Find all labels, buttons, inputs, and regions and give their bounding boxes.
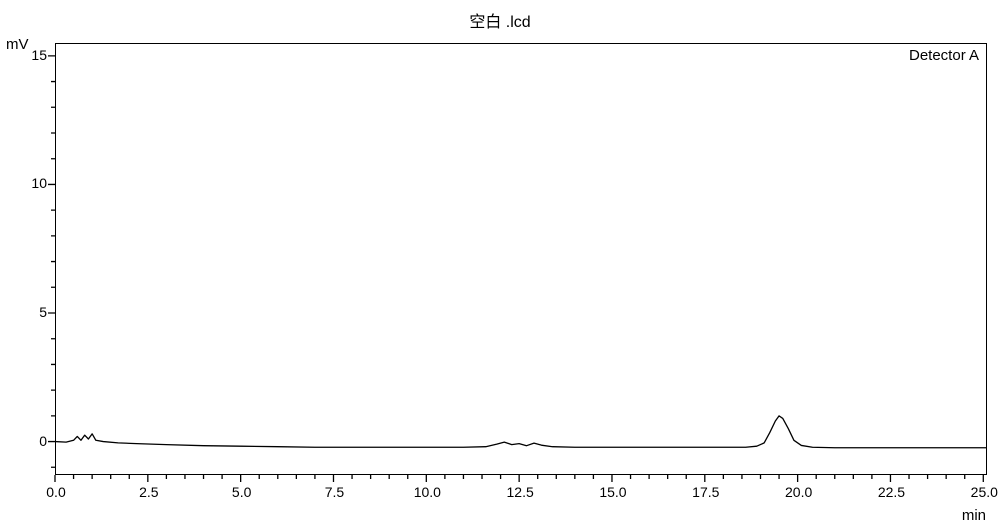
x-tick-label: 10.0 [412, 484, 442, 500]
x-tick-label: 2.5 [134, 484, 164, 500]
x-tick-label: 0.0 [41, 484, 71, 500]
x-tick-label: 7.5 [319, 484, 349, 500]
x-tick-label: 12.5 [505, 484, 535, 500]
x-tick-label: 15.0 [598, 484, 628, 500]
x-tick-label: 17.5 [691, 484, 721, 500]
x-tick-label: 5.0 [227, 484, 257, 500]
y-tick-label: 0 [25, 433, 47, 449]
chromatogram-trace [0, 0, 1000, 528]
y-tick-label: 10 [25, 175, 47, 191]
x-tick-label: 20.0 [784, 484, 814, 500]
x-tick-label: 22.5 [876, 484, 906, 500]
x-tick-label: 25.0 [969, 484, 999, 500]
y-tick-label: 15 [25, 47, 47, 63]
chromatogram-container: 空白 .lcd mV min Detector A 0.02.55.07.510… [0, 0, 1000, 528]
y-tick-label: 5 [25, 304, 47, 320]
